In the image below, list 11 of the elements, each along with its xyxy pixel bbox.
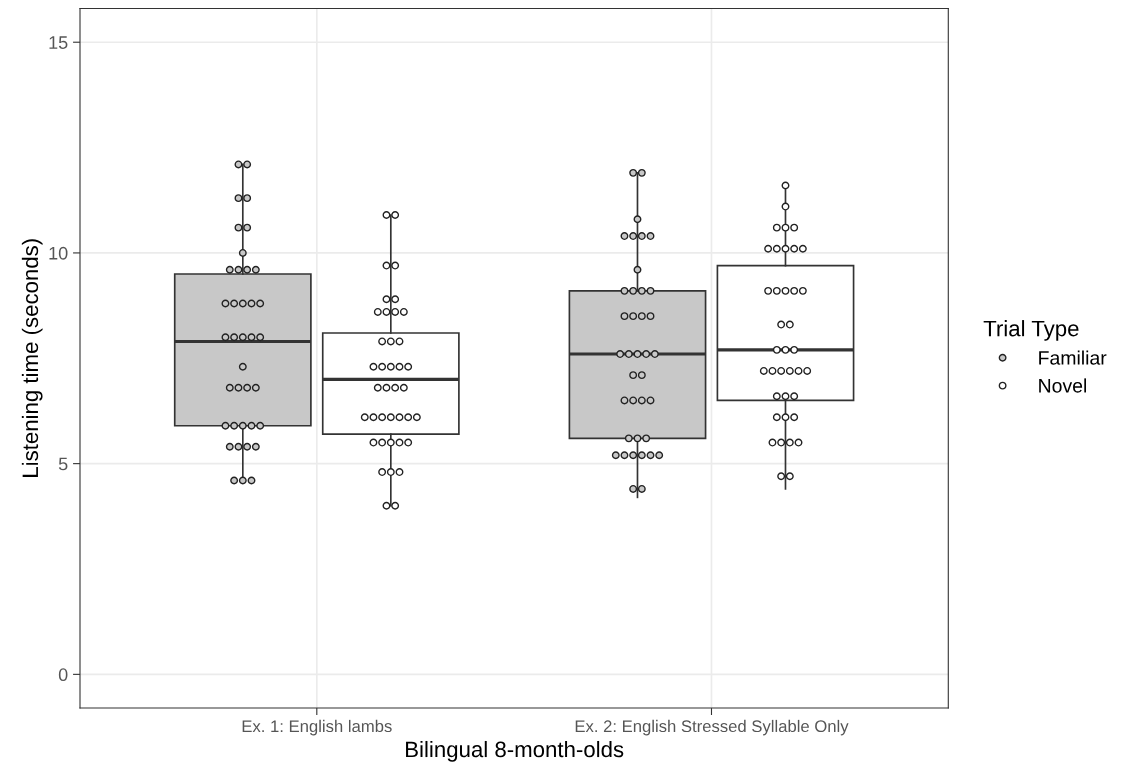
x-tick-label: Ex. 2: English Stressed Syllable Only bbox=[575, 719, 849, 736]
y-tick-label: 5 bbox=[58, 457, 68, 471]
y-axis-title: Listening time (seconds) bbox=[21, 239, 43, 477]
x-tick-label: Ex. 1: English lambs bbox=[242, 719, 392, 736]
y-tick-label: 15 bbox=[49, 36, 68, 49]
y-tick-label: 0 bbox=[58, 668, 68, 682]
legend-title: Trial Type bbox=[983, 320, 1079, 341]
legend-label: Novel bbox=[1039, 378, 1087, 393]
legend-label: Familiar bbox=[1039, 350, 1107, 365]
y-tick-label: 10 bbox=[49, 246, 68, 260]
x-axis-title: Bilingual 8-month-olds bbox=[406, 740, 624, 762]
